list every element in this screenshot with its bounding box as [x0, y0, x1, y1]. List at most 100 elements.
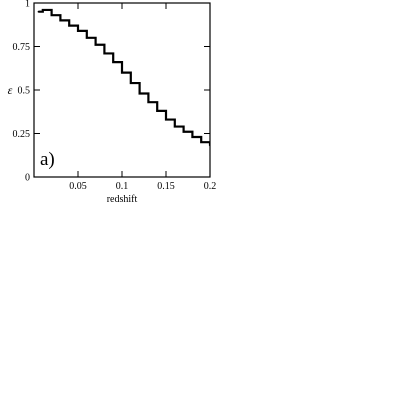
x-tick-label: 0.05: [69, 181, 87, 192]
y-tick-label: 0.75: [219, 42, 237, 53]
panel-letter: a): [40, 149, 55, 170]
data-point: [306, 39, 308, 41]
data-point: [50, 14, 53, 16]
data-point: [156, 110, 158, 112]
plot-frame: [34, 214, 210, 386]
data-point: [239, 2, 241, 4]
data-point: [330, 37, 332, 39]
data-point: [299, 40, 301, 42]
series: 0 0.25 0.5 0.75 1 -20 0 20 40 Input Age d): [39, 195, 414, 414]
y-axis-label: ε: [8, 83, 13, 97]
data-point: [247, 385, 249, 387]
data-point: [77, 30, 79, 32]
data-point: [275, 268, 277, 270]
x-tick-label: -16: [158, 390, 171, 401]
y-tick-label: 0.25: [13, 129, 31, 140]
series-line: [38, 8, 210, 146]
data-point: [346, 44, 348, 46]
y-tick-label: 0.25: [219, 339, 237, 350]
x-tick-label: 1.5: [400, 181, 413, 192]
y-tick-label: 0.5: [18, 296, 31, 307]
x-axis-label: M_g - M_r (fiber): [291, 194, 363, 205]
data-point: [130, 82, 132, 84]
data-point: [259, 72, 261, 74]
data-point: [251, 89, 253, 91]
x-tick-label: 20: [345, 390, 355, 401]
data-point: [174, 125, 176, 128]
data-point: [81, 277, 83, 279]
y-tick-label: 1: [25, 0, 30, 10]
x-tick-label: 0: [285, 181, 290, 192]
data-point: [42, 9, 44, 11]
series-line: [40, 216, 206, 355]
data-point: [283, 61, 285, 63]
y-tick-label: 0: [231, 382, 236, 393]
data-point: [291, 46, 293, 48]
data-point: [378, 98, 380, 100]
data-point: [143, 227, 145, 229]
data-point: [252, 377, 254, 379]
data-point: [164, 220, 166, 222]
data-point: [362, 289, 364, 291]
data-point: [112, 61, 114, 63]
data-point: [91, 261, 93, 263]
y-tick-label: 1: [25, 210, 30, 221]
x-tick-label: 40: [396, 390, 406, 401]
data-point: [338, 39, 340, 41]
y-tick-label: 1: [231, 210, 236, 221]
y-tick-label: 0: [25, 173, 30, 184]
data-point: [138, 92, 141, 95]
data-point: [400, 328, 402, 330]
x-tick-label: 0.2: [204, 181, 217, 192]
data-point: [260, 354, 262, 356]
data-point: [401, 141, 403, 143]
data-point: [370, 72, 372, 74]
data-point: [70, 296, 72, 298]
data-point: [406, 340, 408, 342]
x-axis-label: M_r (fiber): [99, 403, 144, 414]
series: 0 0.25 0.5 0.75 1 -0.5 0 0.5 1 1.5 M_g - M_r (fibe…: [13, 2, 414, 414]
data-point: [50, 340, 52, 342]
data-point: [165, 118, 167, 121]
data-point: [362, 60, 364, 62]
x-tick-label: 1: [364, 181, 369, 192]
y-tick-label: 0.75: [219, 253, 237, 264]
y-tick-label: 0.25: [219, 129, 237, 140]
data-point: [290, 248, 292, 250]
panel-letter: b): [250, 149, 266, 170]
data-point: [184, 217, 186, 219]
y-tick-label: 0.5: [224, 86, 237, 97]
y-tick-label: 0.5: [18, 86, 31, 97]
x-tick-label: -14: [199, 390, 212, 401]
data-point: [94, 43, 97, 46]
x-tick-label: -0.5: [240, 181, 256, 192]
y-tick-label: 0.75: [13, 253, 31, 264]
data-point: [324, 248, 326, 250]
data-point: [174, 218, 176, 220]
x-tick-label: 0.5: [321, 181, 334, 192]
data-point: [195, 215, 197, 217]
y-tick-label: 0.25: [13, 339, 31, 350]
data-point: [209, 144, 210, 147]
x-tick-label: -18: [116, 390, 129, 401]
data-point: [349, 273, 351, 275]
x-axis-label: redshift: [107, 194, 138, 205]
y-tick-label: 0.75: [13, 42, 31, 53]
data-point: [133, 230, 135, 232]
data-point: [388, 316, 390, 318]
y-tick-label: 0: [25, 382, 30, 393]
y-tick-label: 0: [231, 173, 236, 184]
data-point: [409, 145, 411, 147]
data-point: [395, 323, 397, 325]
data-point: [121, 71, 123, 74]
data-point: [275, 72, 277, 74]
data-point: [336, 260, 338, 262]
data-point: [68, 24, 70, 27]
data-point: [243, 63, 245, 65]
data-point: [37, 10, 40, 13]
data-point: [86, 37, 88, 39]
data-point: [393, 133, 395, 135]
data-point: [314, 37, 316, 39]
panel-letter: c): [40, 227, 55, 248]
data-point: [103, 52, 106, 55]
